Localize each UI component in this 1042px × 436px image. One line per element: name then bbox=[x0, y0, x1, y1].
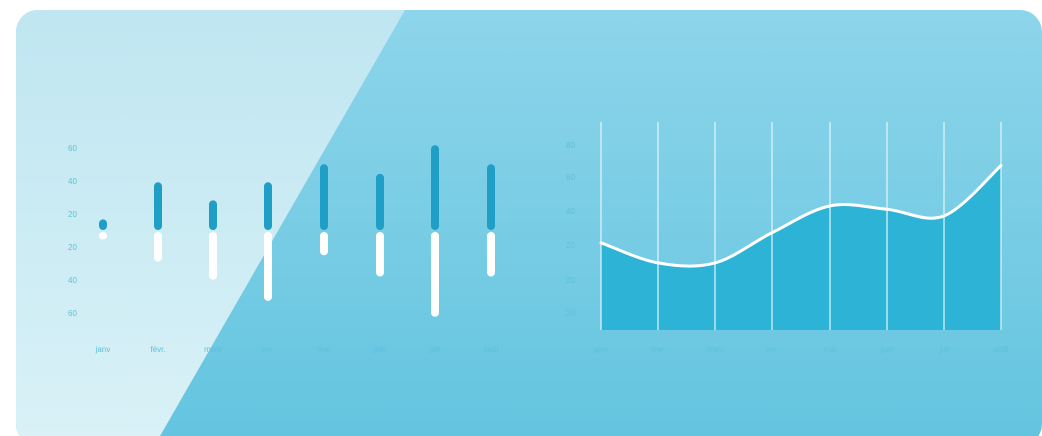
bar-chart-x-tick: janv bbox=[95, 345, 111, 354]
area-chart-y-tick: 60 bbox=[566, 173, 575, 182]
area-chart-x-tick: août bbox=[993, 345, 1009, 354]
area-chart-x-tick: avr. bbox=[766, 345, 779, 354]
area-chart-x-tick: juin bbox=[880, 345, 893, 354]
bar-chart: 60 40 20 20 40 60 janv févr. mars avr. mai juin jui… bbox=[68, 144, 500, 354]
area-chart-x-tick: févr. bbox=[650, 345, 665, 354]
bar-chart-x-tick: mai bbox=[318, 345, 331, 354]
bar-down bbox=[320, 232, 328, 256]
bar-chart-x-tick: juil bbox=[429, 345, 440, 354]
bar-up bbox=[99, 219, 107, 230]
area-chart-line bbox=[599, 164, 1003, 268]
area-chart-x-tick: juil bbox=[938, 345, 949, 354]
bar-down bbox=[99, 232, 107, 240]
bar-up bbox=[209, 200, 217, 230]
bar-up bbox=[376, 173, 384, 230]
bar-chart-y-tick: 40 bbox=[68, 276, 77, 285]
area-chart: 80 60 40 20 20 20 janv févr. mars avr. mai juin jui… bbox=[566, 122, 1010, 354]
bar-chart-y-tick: 60 bbox=[68, 144, 77, 153]
bar-down bbox=[209, 232, 217, 280]
area-chart-y-tick: 80 bbox=[566, 141, 575, 150]
bar-down bbox=[154, 232, 162, 262]
area-chart-y-tick: 20 bbox=[566, 276, 575, 285]
bar-chart-y-tick: 20 bbox=[68, 243, 77, 252]
area-chart-y-axis: 80 60 40 20 20 20 bbox=[566, 141, 575, 318]
bar-chart-x-tick: juin bbox=[373, 345, 386, 354]
area-chart-gridlines bbox=[600, 122, 1002, 330]
area-chart-x-tick: janv bbox=[593, 345, 609, 354]
area-chart-x-tick: mars bbox=[706, 345, 724, 354]
bar-down bbox=[264, 232, 272, 301]
bar-up bbox=[487, 164, 495, 230]
bar-chart-y-axis: 60 40 20 20 40 60 bbox=[68, 144, 77, 318]
bar-chart-x-tick: févr. bbox=[150, 345, 165, 354]
area-chart-y-tick: 40 bbox=[566, 207, 575, 216]
bar-up bbox=[154, 182, 162, 230]
bar-chart-bars bbox=[99, 145, 495, 317]
bar-chart-y-tick: 60 bbox=[68, 309, 77, 318]
bar-down bbox=[376, 232, 384, 277]
bar-chart-x-tick: août bbox=[483, 345, 499, 354]
bar-up bbox=[320, 164, 328, 230]
area-chart-area bbox=[601, 165, 1001, 330]
area-chart-x-axis: janv févr. mars avr. mai juin juil août bbox=[593, 345, 1010, 354]
bar-chart-x-axis: janv févr. mars avr. mai juin juil août bbox=[95, 345, 500, 354]
bar-down bbox=[487, 232, 495, 277]
area-chart-y-tick: 20 bbox=[566, 241, 575, 250]
bar-chart-y-tick: 20 bbox=[68, 210, 77, 219]
bar-up bbox=[264, 182, 272, 230]
bar-chart-y-tick: 40 bbox=[68, 177, 77, 186]
bar-chart-x-tick: avr. bbox=[262, 345, 275, 354]
bar-up bbox=[431, 145, 439, 230]
bar-chart-x-tick: mars bbox=[204, 345, 222, 354]
area-chart-y-tick: 20 bbox=[566, 309, 575, 318]
bar-down bbox=[431, 232, 439, 317]
area-chart-x-tick: mai bbox=[824, 345, 837, 354]
